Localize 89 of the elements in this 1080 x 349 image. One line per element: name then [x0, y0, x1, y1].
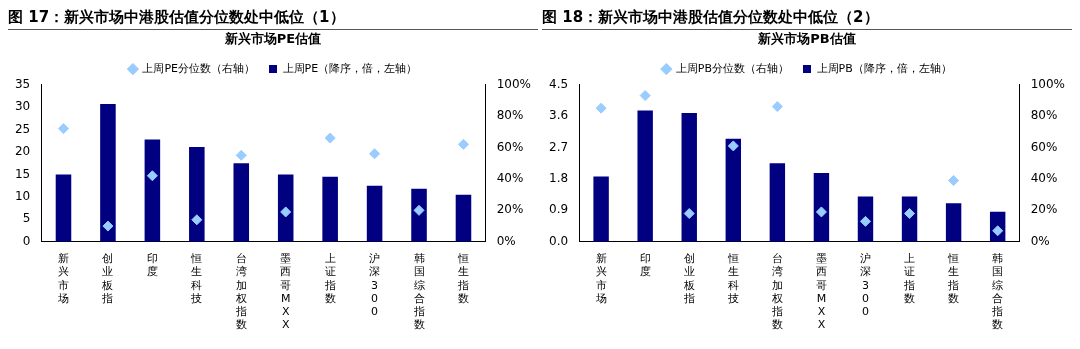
y-tick-label: 3.6 — [548, 108, 569, 123]
y-tick-label: 0.9 — [548, 202, 569, 217]
legend-label: 上周PB分位数（右轴） — [675, 61, 790, 75]
y2-tick-label: 80% — [1030, 108, 1058, 123]
y2-tick-label: 40% — [496, 171, 524, 186]
point — [146, 170, 158, 182]
y2-tick-label: 60% — [1030, 139, 1058, 154]
x-tick-label: 沪深300 — [369, 252, 381, 319]
point — [235, 149, 247, 161]
bar — [233, 163, 250, 242]
bar — [411, 188, 427, 242]
chart-subtitle: 新兴市场PE估值 — [223, 31, 322, 47]
bar — [681, 112, 697, 242]
bar — [55, 174, 72, 242]
y2-tick-label: 60% — [496, 139, 524, 154]
chart-title: 图 18：新兴市场中港股估值分位数处中低位（2） — [542, 8, 1072, 30]
bar — [901, 196, 918, 242]
chart-title: 图 17：新兴市场中港股估值分位数处中低位（1） — [8, 8, 538, 30]
point — [683, 208, 695, 219]
y-tick-label: 30 — [14, 99, 31, 114]
y2-tick-label: 20% — [1030, 202, 1058, 217]
x-tick-label: 印度 — [146, 252, 158, 279]
point — [815, 206, 827, 218]
x-tick-label: 墨西哥MXX — [280, 252, 292, 332]
y-tick-label: 25 — [14, 121, 31, 136]
x-tick-label: 恒生指数 — [456, 252, 469, 305]
y-tick-label: 35 — [14, 76, 31, 91]
bar — [366, 185, 383, 242]
y-tick-label: 2.7 — [548, 139, 569, 154]
x-tick-label: 恒生科技 — [726, 252, 739, 305]
bar — [769, 163, 786, 242]
x-tick-label: 新兴市场 — [56, 252, 69, 305]
bar — [945, 203, 962, 242]
y-tick-label: 5 — [22, 211, 31, 226]
y-tick-label: 20 — [14, 144, 31, 159]
bar — [322, 176, 338, 242]
y-tick-label: 10 — [14, 189, 31, 204]
chart-subtitle: 新兴市场PB估值 — [757, 31, 856, 47]
y2-tick-label: 100% — [496, 76, 532, 91]
y2-tick-label: 0% — [496, 233, 516, 248]
bar — [637, 110, 653, 242]
x-tick-label: 韩国综合指数 — [412, 252, 425, 332]
y2-tick-label: 40% — [1030, 171, 1058, 186]
point — [771, 101, 783, 113]
y-tick-label: 0.0 — [548, 233, 569, 248]
y-tick-label: 4.5 — [548, 76, 569, 91]
x-tick-label: 沪深300 — [859, 252, 871, 319]
legend-label: 上周PB（降序，倍，左轴） — [816, 61, 952, 75]
bar — [455, 194, 472, 242]
x-tick-label: 恒生指数 — [947, 252, 960, 305]
point — [57, 123, 69, 135]
y-tick-label: 0 — [22, 233, 31, 248]
bar — [189, 147, 205, 242]
x-tick-label: 台湾加权指数 — [234, 252, 247, 332]
point — [639, 90, 651, 102]
y2-tick-label: 100% — [1030, 76, 1066, 91]
point — [457, 138, 469, 150]
bar — [725, 138, 742, 242]
x-tick-label: 墨西哥MXX — [815, 252, 827, 332]
legend-label: 上周PE分位数（右轴） — [142, 61, 256, 75]
x-tick-label: 韩国综合指数 — [991, 252, 1004, 332]
x-tick-label: 印度 — [639, 252, 651, 279]
bar — [813, 172, 830, 242]
point — [727, 140, 739, 152]
bar — [593, 176, 609, 242]
point — [413, 204, 425, 216]
point — [102, 220, 114, 232]
x-tick-label: 台湾加权指数 — [770, 252, 783, 332]
bar — [100, 103, 116, 242]
x-tick-label: 创业板指 — [682, 252, 695, 305]
x-tick-label: 创业板指 — [101, 252, 114, 305]
point — [369, 148, 381, 160]
x-tick-label: 新兴市场 — [594, 252, 607, 305]
y2-tick-label: 80% — [496, 108, 524, 123]
y2-tick-label: 20% — [496, 202, 524, 217]
x-tick-label: 上证指数 — [903, 252, 916, 305]
point — [948, 174, 960, 186]
x-tick-label: 恒生科技 — [190, 252, 203, 305]
y-tick-label: 1.8 — [548, 171, 569, 186]
point — [191, 214, 203, 226]
legend-label: 上周PE（降序，倍，左轴） — [282, 61, 418, 75]
point — [595, 102, 607, 114]
bar — [277, 174, 294, 242]
point — [280, 206, 292, 218]
x-tick-label: 上证指数 — [323, 252, 336, 305]
y2-tick-label: 0% — [1030, 233, 1050, 248]
bar — [144, 139, 161, 242]
point — [324, 132, 336, 144]
y-tick-label: 15 — [14, 166, 31, 181]
